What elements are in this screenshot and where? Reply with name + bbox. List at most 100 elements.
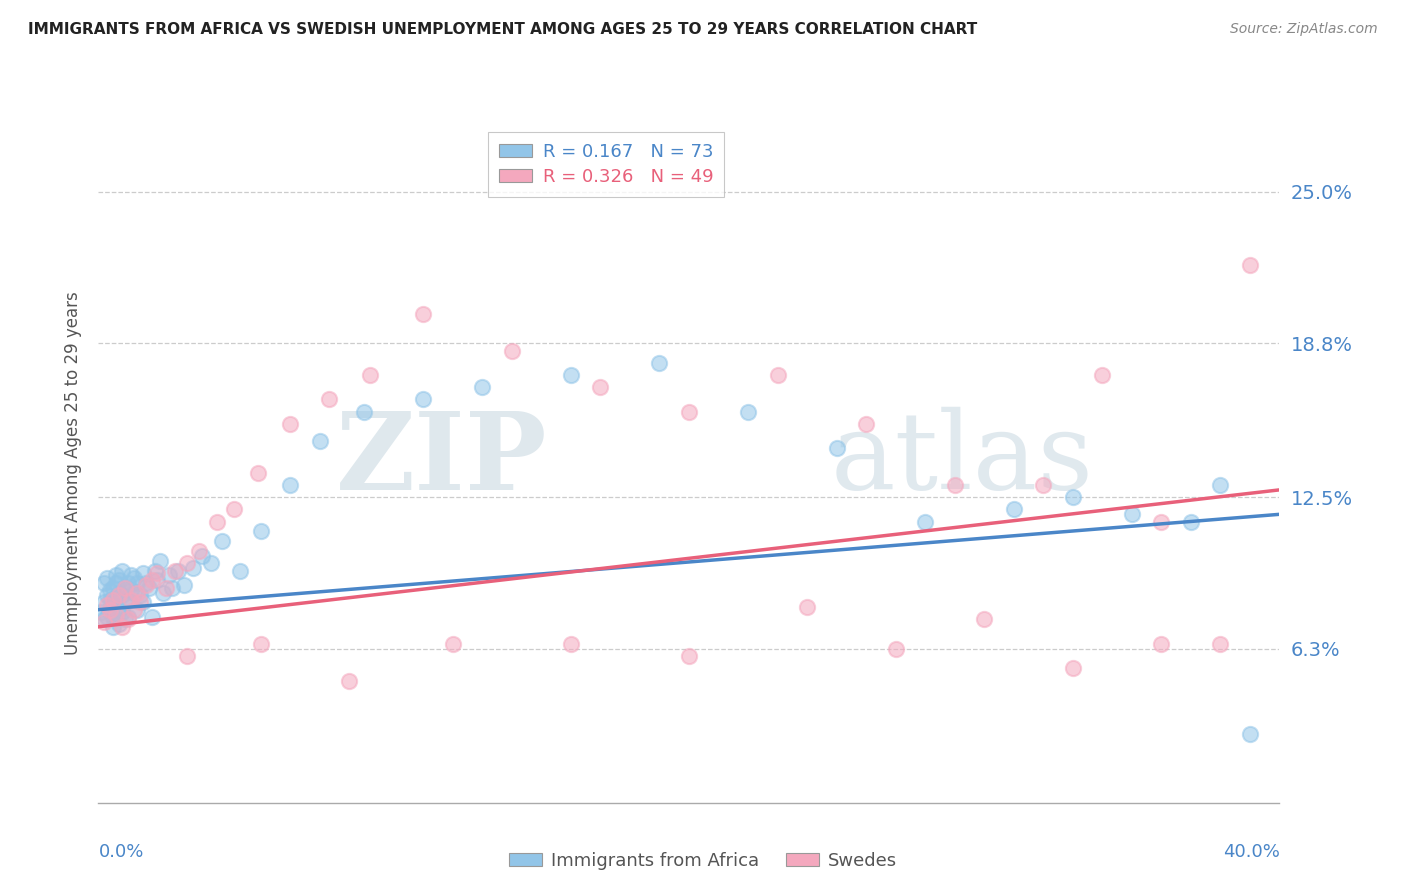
Point: [914, 515, 936, 529]
Point: [146, 566, 169, 580]
Point: [98, 583, 121, 598]
Text: 0.0%: 0.0%: [98, 843, 143, 861]
Point: [125, 585, 148, 599]
Point: [855, 417, 877, 431]
Point: [98, 602, 121, 616]
Point: [205, 515, 228, 529]
Legend: R = 0.167   N = 73, R = 0.326   N = 49: R = 0.167 N = 73, R = 0.326 N = 49: [488, 132, 724, 197]
Point: [135, 578, 157, 592]
Point: [103, 598, 125, 612]
Point: [359, 368, 381, 382]
Point: [117, 575, 139, 590]
Point: [973, 612, 995, 626]
Point: [96, 588, 118, 602]
Point: [165, 564, 187, 578]
Point: [560, 637, 582, 651]
Point: [108, 574, 131, 588]
Point: [1150, 515, 1173, 529]
Point: [766, 368, 789, 382]
Point: [737, 404, 759, 418]
Text: 40.0%: 40.0%: [1223, 843, 1279, 861]
Point: [1062, 490, 1084, 504]
Point: [98, 593, 121, 607]
Point: [111, 564, 134, 578]
Point: [1062, 661, 1084, 675]
Point: [111, 620, 134, 634]
Point: [117, 612, 139, 626]
Point: [648, 356, 671, 370]
Point: [120, 568, 142, 582]
Point: [108, 585, 131, 599]
Point: [560, 368, 582, 382]
Point: [103, 620, 125, 634]
Point: [120, 583, 142, 598]
Point: [224, 502, 246, 516]
Point: [105, 607, 128, 622]
Legend: Immigrants from Africa, Swedes: Immigrants from Africa, Swedes: [502, 845, 904, 877]
Point: [412, 307, 434, 321]
Point: [105, 575, 128, 590]
Point: [128, 595, 150, 609]
Point: [141, 574, 163, 588]
Text: atlas: atlas: [831, 407, 1094, 512]
Point: [318, 392, 340, 407]
Point: [93, 595, 115, 609]
Point: [187, 544, 209, 558]
Point: [167, 564, 190, 578]
Point: [122, 602, 145, 616]
Point: [501, 343, 523, 358]
Point: [278, 417, 302, 431]
Point: [111, 605, 134, 619]
Point: [337, 673, 360, 688]
Point: [173, 578, 195, 592]
Point: [1209, 637, 1232, 651]
Point: [157, 568, 180, 582]
Point: [176, 556, 198, 570]
Point: [1121, 508, 1143, 522]
Point: [278, 478, 302, 492]
Point: [90, 605, 112, 619]
Text: ZIP: ZIP: [336, 407, 547, 513]
Point: [93, 615, 115, 629]
Point: [250, 524, 273, 539]
Point: [176, 649, 198, 664]
Point: [96, 571, 118, 585]
Point: [108, 602, 131, 616]
Point: [250, 637, 273, 651]
Text: IMMIGRANTS FROM AFRICA VS SWEDISH UNEMPLOYMENT AMONG AGES 25 TO 29 YEARS CORRELA: IMMIGRANTS FROM AFRICA VS SWEDISH UNEMPL…: [28, 22, 977, 37]
Point: [93, 575, 115, 590]
Point: [103, 581, 125, 595]
Point: [1180, 515, 1202, 529]
Point: [155, 581, 177, 595]
Point: [132, 566, 155, 580]
Point: [114, 581, 136, 595]
Point: [105, 591, 128, 605]
Point: [108, 588, 131, 602]
Point: [103, 610, 125, 624]
Point: [93, 612, 115, 626]
Point: [1239, 258, 1261, 272]
Point: [111, 588, 134, 602]
Point: [98, 602, 121, 616]
Point: [211, 534, 233, 549]
Point: [96, 598, 118, 612]
Point: [128, 588, 150, 602]
Point: [678, 649, 700, 664]
Point: [1239, 727, 1261, 741]
Point: [143, 564, 166, 578]
Point: [117, 610, 139, 624]
Point: [114, 612, 136, 626]
Point: [114, 595, 136, 609]
Point: [152, 585, 174, 599]
Point: [114, 581, 136, 595]
Point: [117, 593, 139, 607]
Point: [1032, 478, 1054, 492]
Point: [943, 478, 966, 492]
Point: [884, 641, 907, 656]
Point: [146, 574, 169, 588]
Point: [122, 585, 145, 599]
Point: [120, 593, 142, 607]
Point: [135, 575, 157, 590]
Point: [796, 600, 818, 615]
Point: [103, 593, 125, 607]
